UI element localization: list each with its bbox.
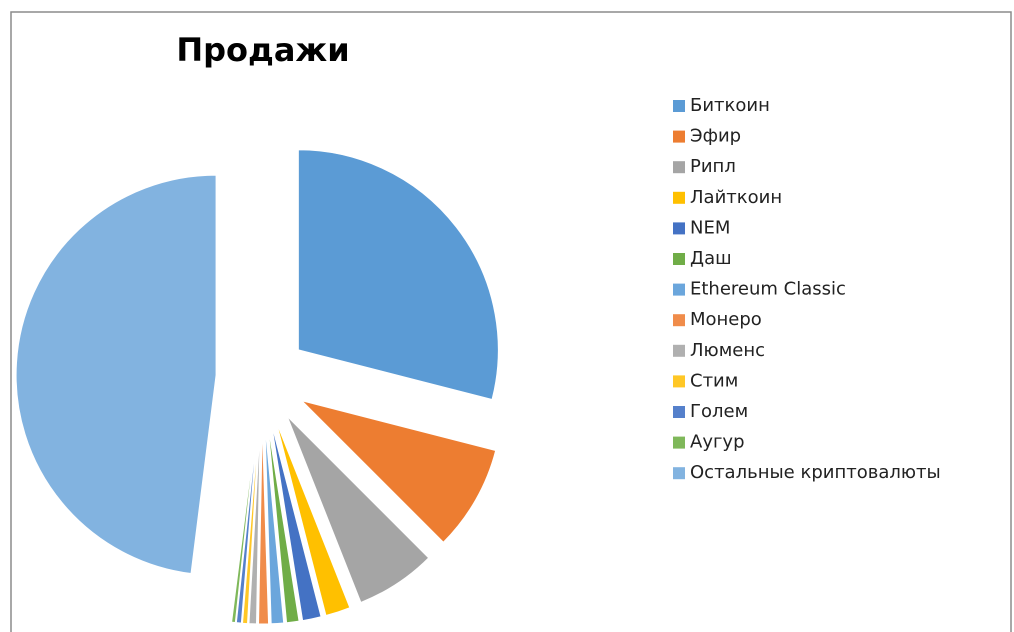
pie	[15, 149, 499, 625]
pie-slice	[286, 416, 430, 604]
pie-slice	[270, 422, 322, 622]
legend-label: Стим	[690, 370, 738, 391]
legend-label: Лайткоин	[690, 187, 782, 208]
legend: Биткоин Эфир Рипл Лайткоин NEM Даш Ethereum Cl…	[673, 95, 941, 483]
legend-label: Ethereum Classic	[690, 279, 846, 300]
legend-swatch	[673, 100, 685, 112]
legend-swatch	[673, 191, 685, 204]
legend-label: Монеро	[690, 309, 762, 330]
legend-label: Биткоин	[690, 95, 770, 116]
pie-slice	[264, 423, 285, 625]
legend-swatch	[673, 314, 685, 327]
pie-slice	[267, 423, 300, 624]
legend-label: NEM	[690, 217, 730, 238]
pie-slice	[15, 174, 217, 575]
pie-slice	[248, 423, 261, 625]
legend-swatch	[673, 222, 685, 235]
legend-swatch	[673, 406, 685, 418]
legend-label: Аугур	[690, 432, 745, 453]
legend-swatch	[673, 375, 685, 388]
legend-swatch	[673, 161, 685, 174]
pie-slice	[275, 421, 351, 617]
legend-label: Рипл	[690, 156, 736, 177]
legend-swatch	[673, 130, 685, 143]
pie-slice	[300, 399, 497, 543]
chart-title: Продажи	[176, 31, 349, 69]
pie-slice	[231, 423, 258, 624]
legend-label: Голем	[690, 401, 748, 422]
pie-slice	[241, 423, 260, 625]
legend-swatch	[673, 467, 685, 480]
pie-slice	[297, 149, 499, 401]
legend-label: Эфир	[690, 126, 741, 147]
legend-swatch	[673, 253, 685, 265]
legend-swatch	[673, 283, 685, 296]
legend-label: Даш	[690, 248, 732, 269]
legend-label: Люменс	[690, 340, 765, 361]
legend-label: Остальные криптовалюты	[690, 462, 941, 483]
pie-slice	[258, 423, 270, 625]
pie-slice	[235, 423, 259, 624]
legend-swatch	[673, 344, 685, 357]
legend-swatch	[673, 436, 685, 449]
